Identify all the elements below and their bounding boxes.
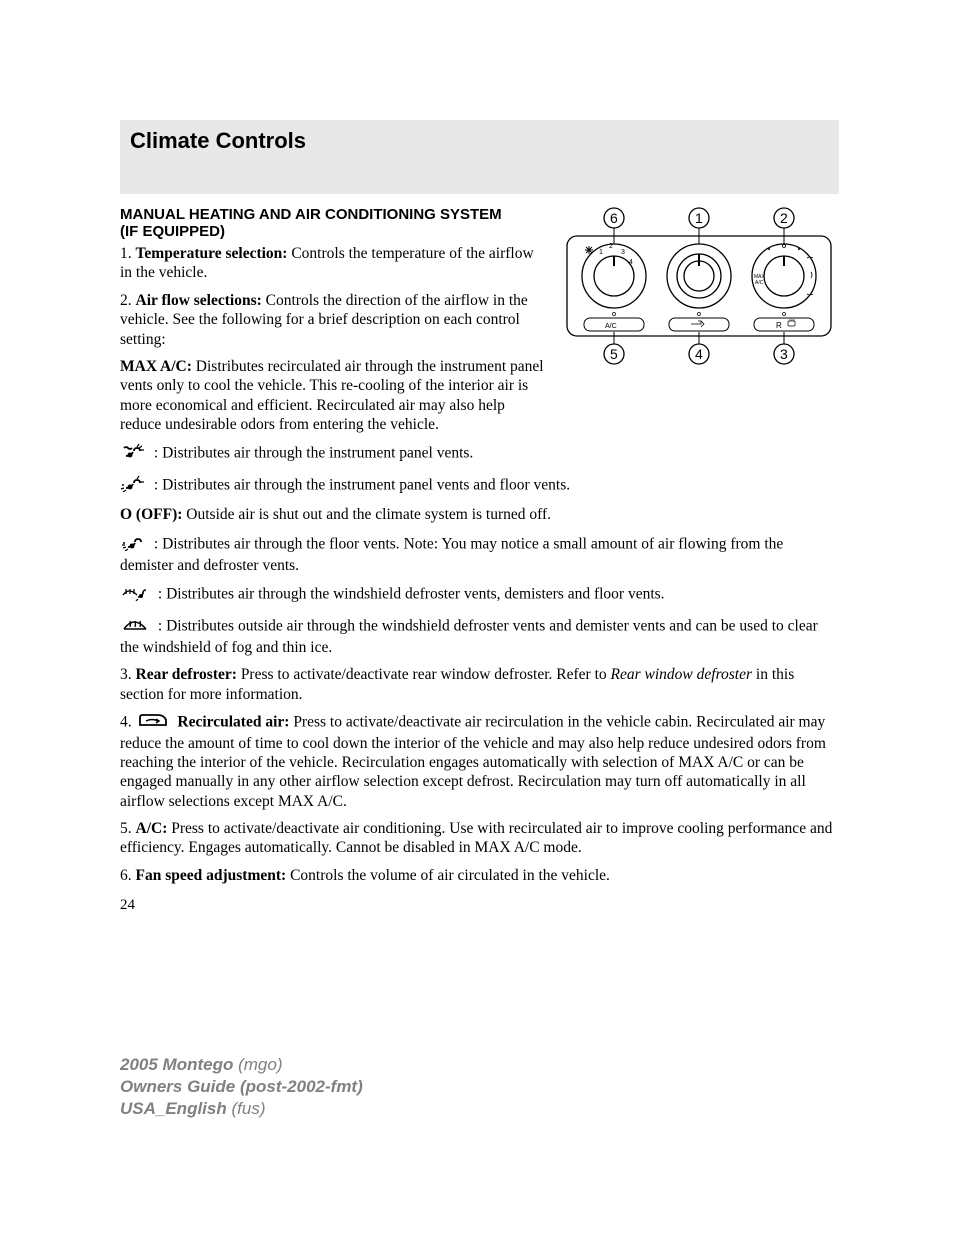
ac-button-label: A/C: [605, 323, 617, 330]
item1-label: Temperature selection:: [136, 245, 288, 262]
footer-line1: 2005 Montego (mgo): [120, 1054, 363, 1076]
item5-label: A/C:: [136, 820, 168, 837]
floor-note-label: Note:: [404, 535, 438, 552]
floor-defrost-icon: [120, 583, 150, 606]
page-number: 24: [120, 897, 839, 914]
item2-label: Air flow selections:: [136, 292, 262, 309]
item-3: 3. Rear defroster: Press to activate/dea…: [120, 665, 839, 704]
item6-text: Controls the volume of air circulated in…: [290, 867, 610, 884]
floordef-text: Distributes air through the windshield d…: [166, 586, 664, 603]
floor-text-a: Distributes air through the floor vents.: [162, 535, 400, 552]
item4-num: 4.: [120, 713, 132, 730]
defrost-text: Distributes outside air through the wind…: [120, 617, 818, 656]
item3-num: 3.: [120, 666, 132, 683]
item3-italic: Rear window defroster: [611, 666, 753, 683]
item6-label: Fan speed adjustment:: [136, 867, 287, 884]
item6-num: 6.: [120, 867, 132, 884]
item1-num: 1.: [120, 245, 132, 262]
defrost-line: : Distributes outside air through the wi…: [120, 615, 839, 658]
floor-vent-icon: [120, 533, 146, 556]
panel-vent-line: : Distributes air through the instrument…: [120, 442, 839, 465]
off-text: Outside air is shut out and the climate …: [186, 506, 551, 523]
floor-line: : Distributes air through the floor vent…: [120, 533, 839, 576]
callout-2: 2: [780, 210, 788, 226]
footer-lang: USA_English: [120, 1099, 227, 1118]
footer-model: 2005 Montego: [120, 1055, 233, 1074]
item5-text: Press to activate/deactivate air conditi…: [120, 820, 832, 856]
item-5: 5. A/C: Press to activate/deactivate air…: [120, 819, 839, 858]
fan-tick-4: 4: [629, 259, 633, 266]
off-label: O (OFF):: [120, 506, 182, 523]
subsection-line2: (IF EQUIPPED): [120, 223, 225, 240]
floor-defrost-line: : Distributes air through the windshield…: [120, 583, 839, 606]
page-content: Climate Controls 1 2 3 4: [0, 0, 954, 914]
subsection-line1: MANUAL HEATING AND AIR CONDITIONING SYST…: [120, 206, 502, 223]
fan-tick-2: 2: [609, 243, 613, 250]
section-header-bar: Climate Controls: [120, 120, 839, 194]
callout-3: 3: [780, 346, 788, 362]
footer-line3: USA_English (fus): [120, 1098, 363, 1120]
content-body: 1 2 3 4 MAX A/C: [120, 206, 839, 914]
footer: 2005 Montego (mgo) Owners Guide (post-20…: [120, 1054, 363, 1120]
callout-4: 4: [695, 346, 703, 362]
panel-vent-icon: [120, 442, 146, 465]
item3-label: Rear defroster:: [136, 666, 237, 683]
item-6: 6. Fan speed adjustment: Controls the vo…: [120, 866, 839, 885]
panel-floor-icon: [120, 474, 146, 497]
rear-button-label: R: [776, 321, 782, 330]
maxac-label: MAX A/C:: [120, 358, 192, 375]
callout-6: 6: [610, 210, 618, 226]
climate-control-diagram: 1 2 3 4 MAX A/C: [559, 206, 839, 396]
item-4: 4. Recirculated air: Press to activate/d…: [120, 712, 839, 811]
item5-num: 5.: [120, 820, 132, 837]
diagram-svg: 1 2 3 4 MAX A/C: [559, 206, 839, 396]
section-title: Climate Controls: [130, 128, 829, 154]
item2-num: 2.: [120, 292, 132, 309]
footer-code3: (fus): [231, 1099, 265, 1118]
footer-line2: Owners Guide (post-2002-fmt): [120, 1076, 363, 1098]
panel-floor-line: : Distributes air through the instrument…: [120, 474, 839, 497]
fan-tick-1: 1: [599, 249, 603, 256]
svg-text:A/C: A/C: [755, 280, 764, 286]
fan-tick-3: 3: [621, 249, 625, 256]
footer-code1: (mgo): [238, 1055, 282, 1074]
panel-text: Distributes air through the instrument p…: [162, 445, 473, 462]
item3-text-a: Press to activate/deactivate rear window…: [241, 666, 607, 683]
defrost-icon: [120, 615, 150, 638]
callout-1: 1: [695, 210, 703, 226]
item4-label: Recirculated air:: [177, 713, 289, 730]
callout-5: 5: [610, 346, 618, 362]
panelfloor-text: Distributes air through the instrument p…: [162, 476, 570, 493]
off-line: O (OFF): Outside air is shut out and the…: [120, 505, 839, 524]
recirculate-icon: [136, 712, 170, 733]
